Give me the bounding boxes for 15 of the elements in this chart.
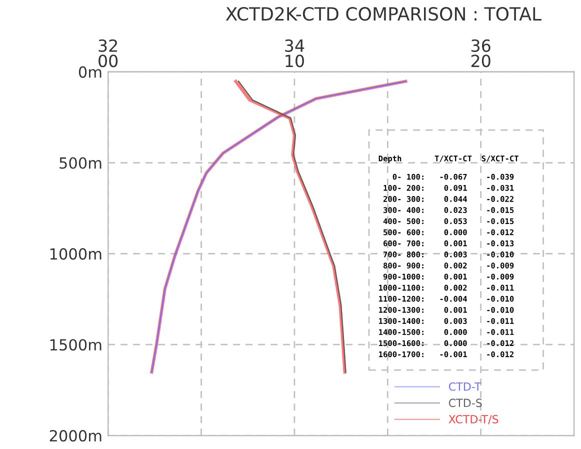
x-tick-label: 10 — [286, 54, 304, 68]
legend-label: CTD-T — [448, 382, 482, 391]
x2-tick-label: 34 — [285, 39, 304, 52]
x-tick-label: 00 — [98, 54, 118, 68]
y-tick-label: 1000m — [50, 248, 102, 260]
y-tick-label: 2000m — [50, 430, 102, 442]
y-tick-label: 1500m — [50, 339, 102, 351]
x2-tick-label: 36 — [472, 39, 490, 52]
x-tick-label: 20 — [471, 54, 490, 68]
legend-label: CTD-S — [448, 398, 482, 408]
y-tick-label: 0m — [78, 66, 102, 78]
chart-title: XCTD2K-CTD COMPARISON : TOTAL — [226, 7, 542, 21]
x2-tick-label: 32 — [98, 39, 117, 52]
y-tick-label: 500m — [60, 157, 102, 169]
legend-label: XCTD-T/S — [448, 414, 498, 424]
